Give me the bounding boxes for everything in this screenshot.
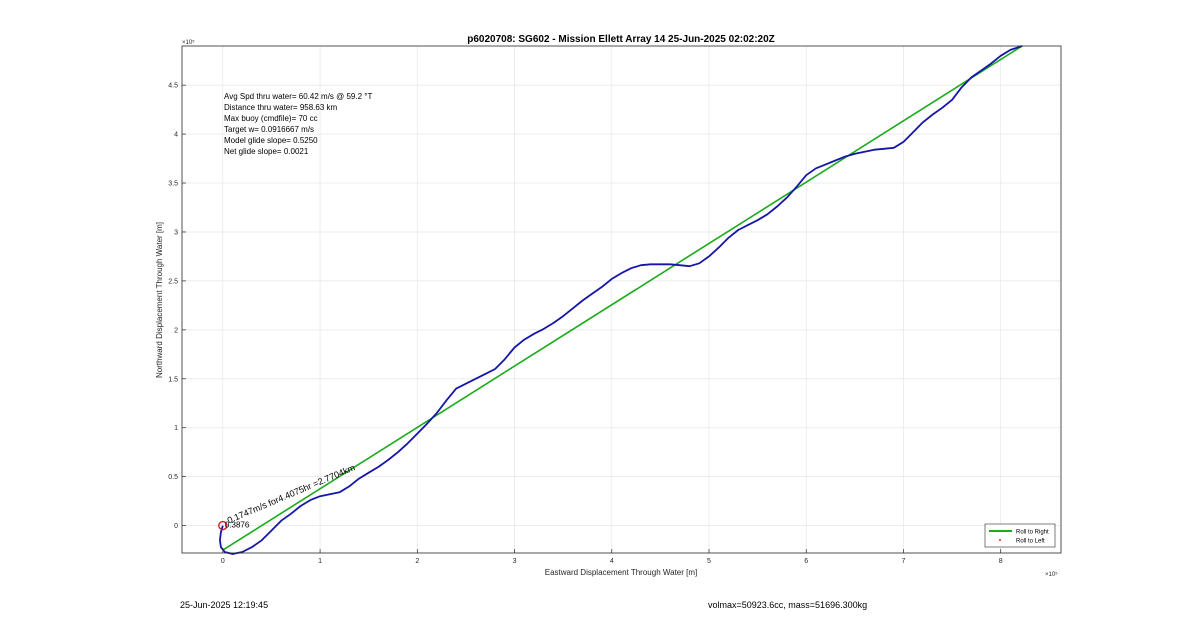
y-tick-label: 0: [174, 523, 178, 530]
x-tick-label: 4: [610, 558, 614, 565]
legend-frame: [984, 523, 1056, 548]
footer-volmax-mass: volmax=50923.6cc, mass=51696.300kg: [708, 600, 868, 610]
y-tick-label: 4: [174, 132, 178, 139]
start-marker-label: 0.3876: [225, 521, 250, 530]
x-tick-label: 2: [415, 558, 419, 565]
x-tick-label: 6: [804, 558, 808, 565]
stats-annotation-line: Avg Spd thru water= 60.42 m/s @ 59.2 °T: [224, 92, 372, 101]
chart-title: p6020708: SG602 - Mission Ellett Array 1…: [467, 34, 775, 45]
y-tick-label: 3.5: [168, 181, 178, 188]
y-tick-label: 1: [174, 425, 178, 432]
x-exponent-label: ×10⁵: [1045, 571, 1058, 578]
plot-area-border: [181, 45, 1062, 554]
y-tick-label: 3: [174, 229, 178, 236]
stats-annotation-line: Net glide slope= 0.0021: [224, 147, 309, 156]
legend-label-roll-left: Roll to Left: [1016, 539, 1045, 545]
x-tick-label: 3: [513, 558, 517, 565]
footer-timestamp: 25-Jun-2025 12:19:45: [180, 600, 269, 610]
x-tick-label: 8: [999, 558, 1003, 565]
stats-annotation-line: Model glide slope= 0.5250: [224, 136, 318, 145]
start-marker: [218, 520, 228, 531]
stats-annotation-line: Target w= 0.0916667 m/s: [224, 125, 314, 134]
x-tick-label: 1: [318, 558, 322, 565]
y-tick-label: 2: [174, 327, 178, 334]
y-tick-label: 4.5: [168, 83, 178, 90]
x-axis-label: Eastward Displacement Through Water [m]: [545, 568, 698, 577]
y-ticks: 0 0.5 1 1.5 2 2.5 3 3.5 4 4.5: [168, 83, 186, 530]
stats-annotation-block: Avg Spd thru water= 60.42 m/s @ 59.2 °T D…: [224, 92, 372, 156]
y-exponent-label: ×10⁵: [182, 39, 195, 46]
grid-lines: [182, 46, 1061, 553]
legend-label-roll-right: Roll to Right: [1016, 530, 1049, 536]
legend-box: Roll to Right Roll to Left: [984, 523, 1056, 548]
y-tick-label: 0.5: [168, 474, 178, 481]
series-line-roll-to-right: [222, 45, 1023, 551]
x-tick-label: 7: [902, 558, 906, 565]
y-tick-label: 2.5: [168, 278, 178, 285]
y-axis-label: Northward Displacement Through Water [m]: [155, 222, 164, 378]
x-tick-label: 0: [221, 558, 225, 565]
stats-annotation-line: Max buoy (cmdfile)= 70 cc: [224, 114, 318, 123]
stats-annotation-line: Distance thru water= 958.63 km: [224, 103, 338, 112]
y-tick-label: 1.5: [168, 376, 178, 383]
legend-swatch-roll-left: [999, 539, 1001, 541]
series-line-track: [218, 45, 1023, 555]
x-ticks: 0 1 2 3 4 5 6 7 8: [221, 549, 1003, 565]
series-layer: [218, 45, 1023, 555]
x-tick-label: 5: [707, 558, 711, 565]
